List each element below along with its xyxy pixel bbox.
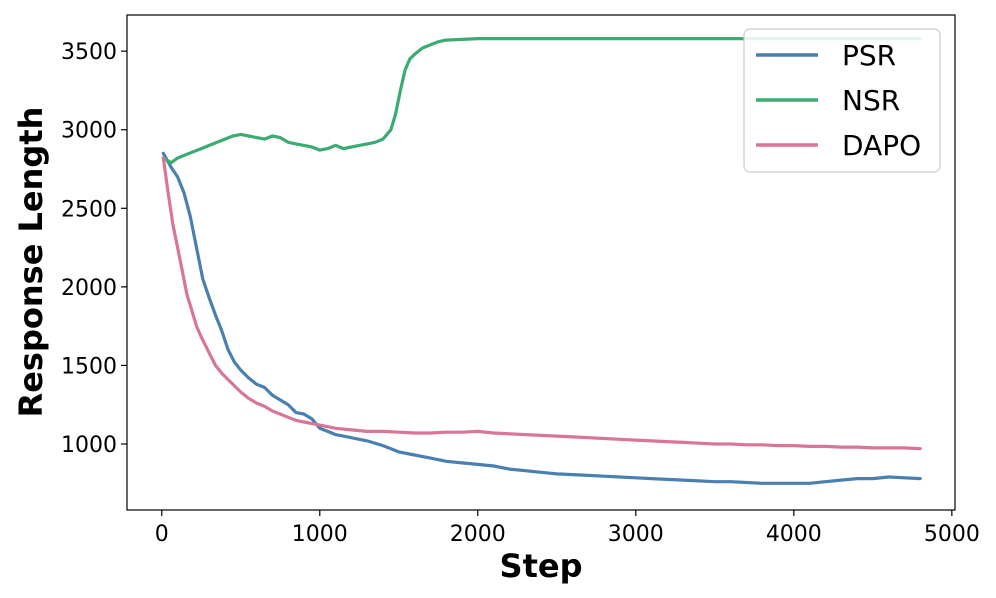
y-axis-title: Response Length <box>12 107 50 418</box>
x-axis-title: Step <box>500 547 583 585</box>
legend-label-nsr: NSR <box>842 84 900 117</box>
x-tick-label: 0 <box>155 522 169 547</box>
y-tick-label: 1000 <box>61 433 117 458</box>
legend-label-psr: PSR <box>842 39 896 72</box>
y-tick-label: 2000 <box>61 276 117 301</box>
y-tick-label: 3500 <box>61 40 117 65</box>
series-line-dapo <box>161 156 922 451</box>
legend-box <box>743 28 941 173</box>
y-tick-label: 2500 <box>61 197 117 222</box>
x-axis: 0 1000 2000 3000 4000 5000 <box>155 510 980 547</box>
x-tick-label: 3000 <box>608 522 664 547</box>
y-tick-label: 1500 <box>61 354 117 379</box>
y-axis: 1000 1500 2000 2500 3000 3500 <box>61 40 127 458</box>
series-line-psr <box>161 151 922 485</box>
legend: PSR NSR DAPO <box>743 28 941 173</box>
x-tick-label: 5000 <box>924 522 980 547</box>
series-layer <box>161 36 922 485</box>
x-tick-label: 2000 <box>450 522 506 547</box>
y-tick-label: 3000 <box>61 119 117 144</box>
x-tick-label: 1000 <box>292 522 348 547</box>
x-tick-label: 4000 <box>766 522 822 547</box>
legend-label-dapo: DAPO <box>842 129 921 162</box>
series-line-nsr <box>161 36 922 165</box>
